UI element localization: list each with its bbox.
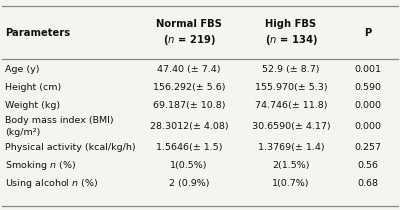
Text: Height (cm): Height (cm) [5, 83, 62, 92]
Text: Body mass index (BMI)
(kg/m²): Body mass index (BMI) (kg/m²) [5, 117, 114, 136]
Text: 0.257: 0.257 [354, 143, 382, 152]
Text: 52.9 (± 8.7): 52.9 (± 8.7) [262, 65, 320, 74]
Text: Age (y): Age (y) [5, 65, 40, 74]
Text: High FBS
($\it{n}$ = 134): High FBS ($\it{n}$ = 134) [265, 18, 317, 47]
Text: 0.001: 0.001 [354, 65, 382, 74]
Text: 0.590: 0.590 [354, 83, 382, 92]
Text: 0.68: 0.68 [358, 179, 378, 188]
Text: 0.000: 0.000 [354, 122, 382, 131]
Text: Normal FBS
($\it{n}$ = 219): Normal FBS ($\it{n}$ = 219) [156, 18, 222, 47]
Text: 69.187(± 10.8): 69.187(± 10.8) [153, 101, 225, 110]
Text: 0.000: 0.000 [354, 101, 382, 110]
Text: 1.3769(± 1.4): 1.3769(± 1.4) [258, 143, 324, 152]
Text: Weight (kg): Weight (kg) [5, 101, 60, 110]
Text: Physical activity (kcal/kg/h): Physical activity (kcal/kg/h) [5, 143, 136, 152]
Text: 0.56: 0.56 [358, 161, 378, 170]
Text: 47.40 (± 7.4): 47.40 (± 7.4) [157, 65, 221, 74]
Text: 28.3012(± 4.08): 28.3012(± 4.08) [150, 122, 228, 131]
Text: 156.292(± 5.6): 156.292(± 5.6) [153, 83, 225, 92]
Text: 2 (0.9%): 2 (0.9%) [169, 179, 209, 188]
Text: 74.746(± 11.8): 74.746(± 11.8) [255, 101, 327, 110]
Text: Smoking $\it{n}$ (%): Smoking $\it{n}$ (%) [5, 159, 76, 172]
Text: 155.970(± 5.3): 155.970(± 5.3) [255, 83, 327, 92]
Text: 1.5646(± 1.5): 1.5646(± 1.5) [156, 143, 222, 152]
Text: 30.6590(± 4.17): 30.6590(± 4.17) [252, 122, 330, 131]
Text: P: P [364, 28, 372, 38]
Text: Parameters: Parameters [5, 28, 70, 38]
Text: 2(1.5%): 2(1.5%) [272, 161, 310, 170]
Text: Using alcohol $\it{n}$ (%): Using alcohol $\it{n}$ (%) [5, 177, 98, 190]
Text: 1(0.5%): 1(0.5%) [170, 161, 208, 170]
Text: 1(0.7%): 1(0.7%) [272, 179, 310, 188]
